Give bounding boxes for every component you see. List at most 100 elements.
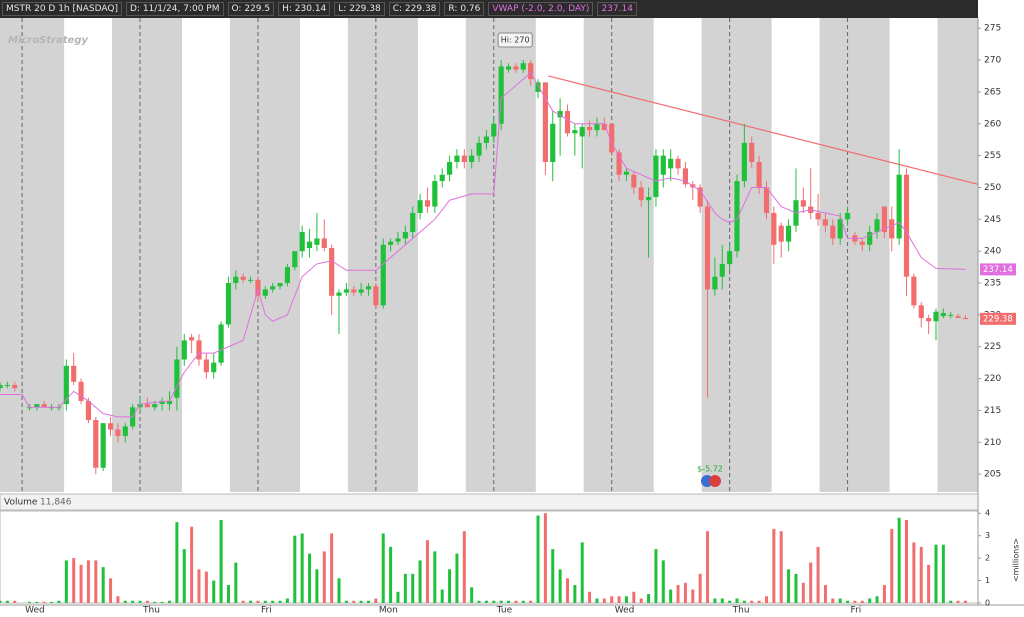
candle-body (557, 111, 563, 118)
volume-bar (492, 600, 496, 603)
volume-bar (809, 562, 813, 603)
volume-tick-label: 1 (985, 576, 990, 585)
value: 11/1/24, 7:00 PM (142, 4, 220, 14)
candle-body (948, 314, 954, 316)
candle-body (675, 158, 681, 169)
volume-bar (772, 528, 776, 603)
x-tick-label: Tue (496, 606, 513, 616)
candle-body (248, 279, 254, 281)
volume-bar (293, 535, 297, 603)
candle-body (653, 155, 659, 198)
candle-body (63, 365, 69, 405)
candle-body (432, 181, 438, 207)
hi-label: Hi: 270 (501, 36, 530, 45)
symbol[interactable]: MSTR 20 D 1h [NASDAQ] (2, 2, 122, 16)
label: O: (231, 4, 242, 14)
volume-bar (484, 600, 488, 603)
candle-body (594, 123, 600, 131)
y-tick-label: 255 (984, 151, 1001, 161)
candle-body (572, 130, 578, 134)
candle-body (520, 63, 526, 70)
volume-bar (742, 600, 746, 603)
volume-bar (728, 600, 732, 603)
candle-body (542, 82, 548, 162)
candle-body (402, 232, 408, 239)
volume-bar (720, 598, 724, 603)
volume-bar (455, 553, 459, 603)
volume-bar (654, 549, 658, 603)
volume-bar (521, 600, 525, 603)
volume-bar (507, 600, 511, 603)
volume-bar (219, 519, 223, 603)
volume-bar (846, 600, 850, 603)
candle-body (734, 181, 740, 252)
x-tick-label: Fri (261, 606, 272, 616)
candle-body (682, 168, 688, 185)
candle-body (616, 152, 622, 175)
header-vwap[interactable]: VWAP (-2.0, 2.0, DAY) (488, 2, 594, 16)
label: H: (282, 4, 292, 14)
session-band (299, 18, 348, 492)
volume-bar (249, 600, 253, 603)
volume-bar (956, 600, 960, 603)
volume-bar (308, 553, 312, 603)
candle-body (786, 225, 792, 242)
volume-bar (647, 594, 651, 603)
volume-bar (138, 600, 142, 603)
candle-body (800, 200, 806, 207)
vwap-price-tag-box (980, 263, 1016, 276)
volume-bar (64, 560, 68, 603)
volume-bar (190, 526, 194, 603)
header-date: D: 11/1/24, 7:00 PM (125, 2, 224, 16)
candle-body (528, 63, 534, 80)
header-vwap-value: 237.14 (597, 2, 637, 16)
candle-body (513, 66, 519, 70)
session-band (889, 18, 938, 492)
candle-body (587, 126, 593, 131)
candle-body (71, 365, 77, 382)
candle-body (144, 404, 150, 408)
candle-body (889, 219, 895, 239)
volume-bar (595, 598, 599, 603)
volume-bar (226, 585, 230, 603)
volume-bar (256, 600, 260, 603)
candle-body (181, 340, 187, 360)
volume-bar (0, 600, 2, 603)
volume-bar (912, 542, 916, 603)
volume-bar (182, 549, 186, 603)
candle-body (233, 276, 239, 284)
volume-bar (477, 600, 481, 603)
candle-body (0, 384, 3, 389)
volume-bar (79, 564, 83, 603)
vwap-price-tag: 237.14 (983, 265, 1013, 275)
candle-body (351, 289, 357, 293)
volume-bar (882, 585, 886, 603)
candle-body (874, 219, 880, 233)
watermark: MicroStrategy (8, 35, 88, 46)
value: 230.14 (294, 4, 327, 14)
volume-bar (42, 601, 46, 603)
volume-bar (963, 600, 967, 603)
header-range: R: 0.76 (444, 2, 485, 16)
volume-bar (905, 519, 909, 603)
candle-body (933, 311, 939, 322)
candle-body (668, 158, 674, 169)
volume-bar (418, 560, 422, 603)
candle-body (631, 174, 637, 188)
volume-bar (160, 601, 164, 603)
candle-body (469, 155, 475, 162)
volume-bar (588, 591, 592, 603)
volume-bar (425, 540, 429, 603)
volume-bar (94, 560, 98, 603)
candle-body (122, 426, 128, 436)
candle-body (962, 318, 969, 320)
value: 229.38 (404, 4, 437, 14)
y-tick-label: 245 (984, 215, 1001, 225)
volume-bar (278, 600, 282, 603)
volume-bar (396, 591, 400, 603)
volume-tick-label: 0 (985, 599, 990, 608)
hi-box (497, 32, 533, 48)
candle-body (284, 267, 291, 284)
volume-bar (197, 569, 201, 603)
